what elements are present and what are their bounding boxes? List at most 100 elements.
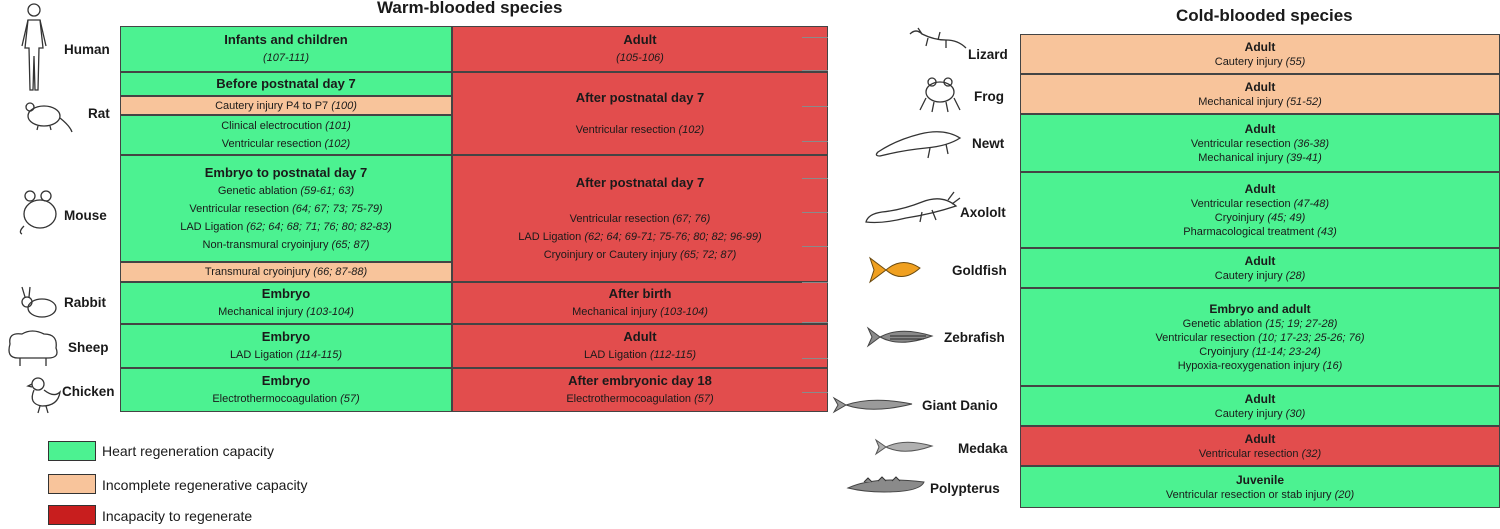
cell-text: LAD Ligation [180, 220, 247, 233]
lizard-icon [909, 27, 967, 49]
row-tick [802, 358, 828, 359]
cell-ref: (39-41) [1286, 151, 1322, 164]
cell-ref: (36-38) [1293, 137, 1330, 150]
cell-ref: (65; 72; 87) [680, 248, 737, 261]
cell-heading: Adult [1244, 39, 1276, 54]
mouse-transmural-cell: Transmural cryoinjury (66; 87-88) [120, 262, 452, 282]
cell-ref: (55) [1285, 55, 1306, 68]
cell-text: Non-transmural cryoinjury [202, 238, 332, 251]
cell-text: Ventricular resection [575, 123, 679, 136]
frog-cell: Adult Mechanical injury (51-52) [1020, 74, 1500, 114]
cell-heading: Adult [1244, 391, 1276, 406]
cell-text: Ventricular resection [189, 202, 293, 215]
goldfish-cell: Adult Cautery injury (28) [1020, 248, 1500, 288]
cell-text: Ventricular resection [1155, 331, 1259, 344]
legend-swatch-incapacity [48, 505, 96, 525]
rat-young-cell: Clinical electrocution (101) Ventricular… [120, 115, 452, 155]
rabbit-adult-cell: After birth Mechanical injury (103-104) [452, 282, 828, 324]
chicken-young-cell: Embryo Electrothermocoagulation (57) [120, 368, 452, 412]
giant-danio-cell: Adult Cautery injury (30) [1020, 386, 1500, 426]
cell-ref: (57) [340, 393, 360, 405]
cell-ref: (102) [678, 123, 705, 136]
cell-ref: (59-61; 63) [300, 184, 355, 197]
row-tick [802, 106, 828, 107]
rat-cautery-cell: Cautery injury P4 to P7 (100) [120, 96, 452, 115]
row-tick [802, 178, 828, 179]
cell-ref: (105-106) [616, 52, 664, 64]
polypterus-icon [846, 476, 925, 493]
newt-icon [875, 131, 962, 159]
species-label-mouse: Mouse [64, 208, 107, 223]
cell-text: Ventricular resection [1190, 137, 1294, 150]
cell-ref: (62; 64; 69-71; 75-76; 80; 82; 96-99) [584, 230, 762, 243]
cell-heading: Embryo [261, 329, 311, 344]
warm-blooded-title: Warm-blooded species [377, 0, 563, 17]
cell-heading: Adult [1244, 181, 1276, 196]
cell-text: Cautery injury [1214, 55, 1286, 68]
zebrafish-icon [866, 326, 934, 348]
cell-text: Cryoinjury [1214, 211, 1268, 224]
species-label-chicken: Chicken [62, 384, 115, 399]
medaka-cell: Adult Ventricular resection (32) [1020, 426, 1500, 466]
cold-blooded-title: Cold-blooded species [1176, 6, 1353, 25]
cell-heading: Before postnatal day 7 [216, 76, 356, 91]
medaka-icon [874, 438, 934, 456]
row-tick [802, 212, 828, 213]
cell-ref: (67; 76) [672, 212, 711, 225]
species-label-zebrafish: Zebrafish [944, 330, 1005, 345]
cell-ref: (57) [694, 393, 714, 405]
cell-heading: After birth [608, 286, 672, 301]
mouse-adult-cell: After postnatal day 7 Ventricular resect… [452, 155, 828, 282]
cell-ref: (100) [331, 99, 357, 112]
cell-ref: (66; 87-88) [313, 266, 368, 278]
cell-text: Ventricular resection or stab injury [1165, 488, 1335, 501]
cell-ref: (64; 67; 73; 75-79) [292, 202, 383, 215]
rat-icon [25, 102, 73, 133]
cell-heading: Adult [1244, 79, 1276, 94]
row-tick [802, 246, 828, 247]
cell-text: LAD Ligation [229, 349, 296, 361]
cell-text: Ventricular resection [1198, 447, 1302, 460]
species-label-rabbit: Rabbit [64, 295, 106, 310]
cell-heading: Embryo and adult [1209, 301, 1311, 316]
row-tick [802, 322, 828, 323]
cell-heading: After embryonic day 18 [568, 373, 712, 388]
cell-text: Genetic ablation [217, 184, 301, 197]
cell-heading: Adult [623, 329, 657, 344]
cell-ref: (101) [325, 120, 351, 132]
sheep-icon [8, 330, 58, 366]
row-tick [802, 70, 828, 71]
cell-ref: (47-48) [1293, 197, 1330, 210]
human-young-cell: Infants and children (107-111) [120, 26, 452, 72]
polypterus-cell: Juvenile Ventricular resection or stab i… [1020, 466, 1500, 508]
cell-ref: (62; 64; 68; 71; 76; 80; 82-83) [246, 220, 392, 233]
cell-heading: After postnatal day 7 [575, 174, 705, 190]
rabbit-young-cell: Embryo Mechanical injury (103-104) [120, 282, 452, 324]
rat-adult-cell: After postnatal day 7 Ventricular resect… [452, 72, 828, 155]
cell-text: Mechanical injury [218, 306, 307, 318]
human-adult-cell: Adult (105-106) [452, 26, 828, 72]
species-label-sheep: Sheep [68, 340, 109, 355]
cell-text: Cryoinjury or Cautery injury [543, 248, 681, 261]
cell-text: Mechanical injury [1198, 95, 1287, 108]
cell-ref: (28) [1285, 269, 1306, 282]
species-label-newt: Newt [972, 136, 1005, 151]
cell-heading: Adult [623, 32, 657, 47]
legend-swatch-regeneration [48, 441, 96, 461]
chicken-icon [26, 377, 61, 414]
mouse-icon [19, 190, 57, 235]
cell-text: Hypoxia-reoxygenation injury [1177, 359, 1323, 372]
cell-heading: Embryo [261, 286, 311, 301]
row-tick [802, 141, 828, 142]
row-tick [802, 392, 828, 393]
cell-ref: (16) [1322, 359, 1343, 372]
cell-ref: (114-115) [295, 349, 343, 361]
newt-cell: Adult Ventricular resection (36-38) Mech… [1020, 114, 1500, 172]
cell-text: Ventricular resection [1190, 197, 1294, 210]
legend-swatch-incomplete [48, 474, 96, 494]
cell-ref: (112-115) [649, 349, 697, 361]
zebrafish-cell: Embryo and adult Genetic ablation (15; 1… [1020, 288, 1500, 386]
cell-ref: (51-52) [1286, 95, 1322, 108]
cell-heading: After postnatal day 7 [575, 89, 705, 105]
cell-text: Cautery injury [1214, 269, 1286, 282]
